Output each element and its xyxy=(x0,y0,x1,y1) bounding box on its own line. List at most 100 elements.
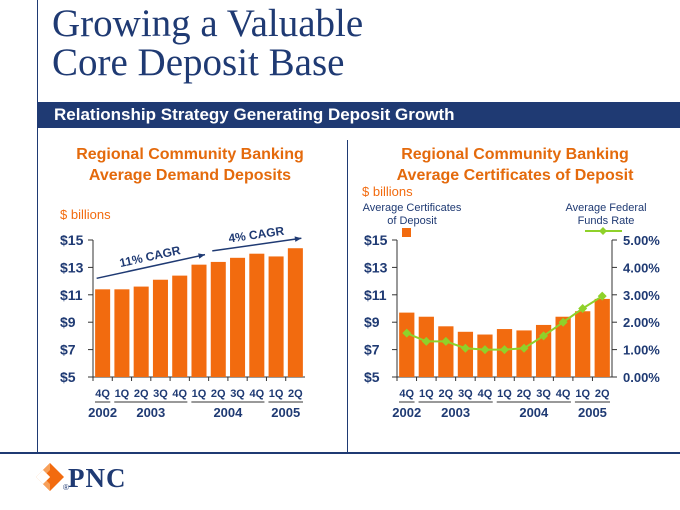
y2-tick-label: 3.00% xyxy=(623,288,660,303)
pnc-logo-icon xyxy=(36,463,64,491)
unit-label: $ billions xyxy=(362,184,413,199)
bar xyxy=(594,298,610,377)
fed-funds-rate-point xyxy=(578,304,588,313)
pnc-logo-text: PNC xyxy=(68,463,127,493)
bar xyxy=(516,330,532,377)
bar xyxy=(249,253,265,377)
year-label: 2005 xyxy=(271,405,300,420)
x-tick-label: 3Q xyxy=(536,388,551,400)
y-tick-label: $7 xyxy=(60,342,76,358)
bar xyxy=(133,286,149,377)
legend-bar-label-line-1: Average Certificates xyxy=(363,202,462,214)
x-tick-label: 4Q xyxy=(172,388,187,400)
y2-tick-label: 2.00% xyxy=(623,315,660,330)
cagr-arrow-head xyxy=(198,253,205,259)
bar xyxy=(575,311,591,377)
fed-funds-rate-point xyxy=(558,317,568,327)
registered-mark: ® xyxy=(63,483,69,492)
legend-line-marker xyxy=(599,227,607,235)
subtitle-banner: Relationship Strategy Generating Deposit… xyxy=(37,102,680,128)
x-tick-label: 2Q xyxy=(288,388,303,400)
certificates-of-deposit-chart: $15 $13 $11 $9 $7 $5 $ billions 4Q 1Q 2Q 3Q 4Q 1Q 2Q 3… xyxy=(362,184,660,420)
x-tick-label: 2Q xyxy=(134,388,149,400)
x-tick-label: 4Q xyxy=(556,388,571,400)
x-tick-label: 2Q xyxy=(211,388,226,400)
fed-funds-rate-point xyxy=(597,291,607,301)
fed-funds-rate-point xyxy=(480,345,490,355)
bar xyxy=(555,316,571,377)
right-chart-title-line-1: Regional Community Banking xyxy=(401,146,629,163)
pnc-logo: PNC ® xyxy=(34,459,164,495)
bar xyxy=(191,264,207,377)
x-tick-label: 4Q xyxy=(399,388,414,400)
x-tick-label: 1Q xyxy=(419,388,434,400)
x-tick-label: 1Q xyxy=(192,388,207,400)
y-tick-label: $13 xyxy=(60,259,84,275)
fed-funds-rate-point xyxy=(421,336,431,346)
x-tick-label: 1Q xyxy=(269,388,284,400)
bar xyxy=(210,261,226,377)
cagr-arrow-line xyxy=(96,253,206,280)
cagr-arrow-head xyxy=(294,236,302,242)
y-tick-label: $9 xyxy=(364,314,380,330)
y-tick-label: $13 xyxy=(364,259,388,275)
left-chart-title: Regional Community Banking Average Deman… xyxy=(40,144,340,186)
bar xyxy=(152,279,168,377)
x-tick-label: 4Q xyxy=(249,388,264,400)
y-tick-label: $11 xyxy=(364,287,387,303)
y-tick-label: $7 xyxy=(364,342,380,358)
unit-label: $ billions xyxy=(60,207,111,222)
y-tick-label: $11 xyxy=(60,287,83,303)
year-label: 2002 xyxy=(88,405,117,420)
year-label: 2004 xyxy=(519,405,549,420)
x-tick-label: 3Q xyxy=(230,388,245,400)
left-chart-title-line-1: Regional Community Banking xyxy=(76,146,304,163)
x-tick-label: 3Q xyxy=(458,388,473,400)
x-tick-label: 2Q xyxy=(517,388,532,400)
bar xyxy=(399,312,415,377)
fed-funds-rate-point xyxy=(402,328,412,338)
y2-tick-label: 0.00% xyxy=(623,370,660,385)
demand-deposits-chart: $15 $13 $11 $9 $7 $5 $ billions 4Q 1Q 2Q 3Q 4Q 1Q 2Q 3… xyxy=(60,207,305,420)
left-chart-title-line-2: Average Demand Deposits xyxy=(88,167,292,184)
fed-funds-rate-point xyxy=(500,345,509,355)
bar xyxy=(287,248,303,377)
bar xyxy=(438,326,454,377)
right-chart-title-line-2: Average Certificates of Deposit xyxy=(396,167,634,184)
y-tick-label: $5 xyxy=(60,369,76,385)
y2-tick-label: 4.00% xyxy=(623,260,660,275)
year-label: 2003 xyxy=(136,405,165,420)
legend-line-label-line-2: Funds Rate xyxy=(578,215,635,227)
x-tick-label: 1Q xyxy=(115,388,130,400)
bar xyxy=(457,331,474,377)
legend-bar-swatch xyxy=(402,228,411,237)
y-tick-label: $5 xyxy=(364,369,380,385)
x-tick-label: 1Q xyxy=(497,388,512,400)
title-line-1: Growing a Valuable xyxy=(52,2,364,45)
legend-bar-label-line-2: of Deposit xyxy=(387,215,437,227)
y-tick-label: $15 xyxy=(60,232,84,248)
bar xyxy=(477,334,493,377)
left-border-rule xyxy=(37,0,38,452)
year-label: 2005 xyxy=(578,405,607,420)
x-tick-label: 2Q xyxy=(439,388,454,400)
x-tick-label: 4Q xyxy=(478,388,493,400)
bar xyxy=(172,275,188,377)
fed-funds-rate-point xyxy=(539,331,549,341)
title-line-2: Core Deposit Base xyxy=(52,41,345,84)
year-label: 2002 xyxy=(392,405,421,420)
fed-funds-rate-point xyxy=(519,343,529,353)
bar xyxy=(114,289,130,377)
bar xyxy=(95,289,111,377)
legend-line-label-line-1: Average Federal xyxy=(565,202,646,214)
fed-funds-rate-point xyxy=(460,343,470,353)
bar xyxy=(230,257,246,377)
bar xyxy=(268,256,284,377)
year-label: 2004 xyxy=(213,405,243,420)
y2-tick-label: 5.00% xyxy=(623,233,660,248)
chart-divider xyxy=(347,140,348,452)
cagr-arrow-line xyxy=(212,237,302,252)
page-title: Growing a Valuable Core Deposit Base xyxy=(52,4,363,82)
x-tick-label: 2Q xyxy=(595,388,610,400)
x-tick-label: 4Q xyxy=(95,388,110,400)
